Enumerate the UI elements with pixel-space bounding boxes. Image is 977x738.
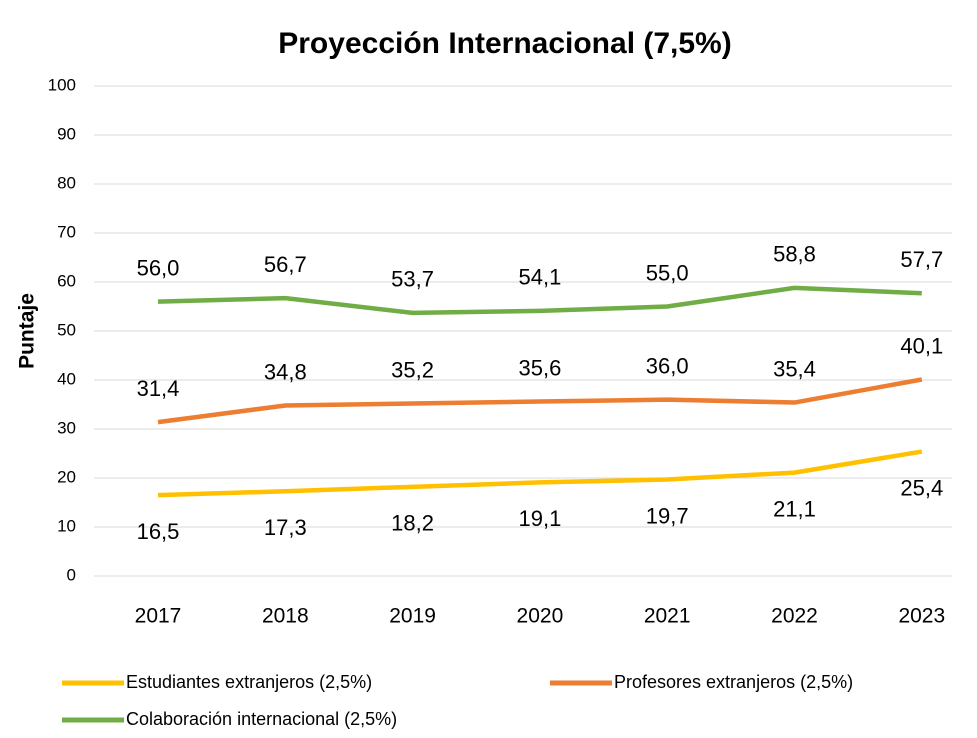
y-tick-label: 70 (57, 222, 76, 241)
chart-title: Proyección Internacional (7,5%) (278, 27, 731, 60)
y-tick-label: 100 (48, 75, 76, 94)
data-label: 36,0 (646, 353, 689, 378)
data-label: 58,8 (773, 242, 816, 267)
data-label: 53,7 (391, 267, 434, 292)
x-tick-label: 2019 (389, 605, 436, 628)
series-line (157, 377, 923, 425)
data-label: 35,4 (773, 356, 816, 381)
legend-label: Estudiantes extranjeros (2,5%) (126, 672, 372, 692)
series-line (157, 285, 922, 316)
data-label: 17,3 (264, 515, 307, 540)
y-axis-label: Puntaje (16, 293, 39, 369)
data-label: 57,7 (900, 247, 943, 272)
data-label: 19,7 (646, 503, 689, 528)
y-tick-label: 80 (57, 173, 76, 192)
y-tick-label: 0 (67, 565, 76, 584)
x-tick-label: 2023 (898, 605, 945, 628)
y-tick-label: 90 (57, 124, 76, 143)
x-tick-label: 2021 (644, 605, 691, 628)
y-tick-label: 50 (57, 320, 76, 339)
data-label: 21,1 (773, 496, 816, 521)
y-tick-label: 20 (57, 467, 76, 486)
data-label: 56,0 (137, 255, 180, 280)
y-tick-label: 30 (57, 418, 76, 437)
data-label: 16,5 (137, 519, 180, 544)
x-tick-label: 2017 (135, 605, 182, 628)
legend-label: Colaboración internacional (2,5%) (126, 709, 397, 729)
x-tick-label: 2020 (517, 605, 564, 628)
data-label: 35,2 (391, 357, 434, 382)
legend-label: Profesores extranjeros (2,5%) (614, 672, 853, 692)
series-line (157, 449, 923, 498)
data-label: 54,1 (518, 265, 561, 290)
data-label: 35,6 (518, 355, 561, 380)
data-label: 40,1 (900, 333, 943, 358)
y-tick-label: 40 (57, 369, 76, 388)
x-tick-label: 2022 (771, 605, 818, 628)
data-label: 19,1 (518, 506, 561, 531)
data-label: 55,0 (646, 260, 689, 285)
data-label: 31,4 (137, 376, 180, 401)
y-tick-label: 60 (57, 271, 76, 290)
y-tick-label: 10 (57, 516, 76, 535)
x-tick-label: 2018 (262, 605, 309, 628)
data-label: 34,8 (264, 359, 307, 384)
data-label: 56,7 (264, 252, 307, 277)
data-label: 25,4 (900, 475, 943, 500)
data-label: 18,2 (391, 511, 434, 536)
